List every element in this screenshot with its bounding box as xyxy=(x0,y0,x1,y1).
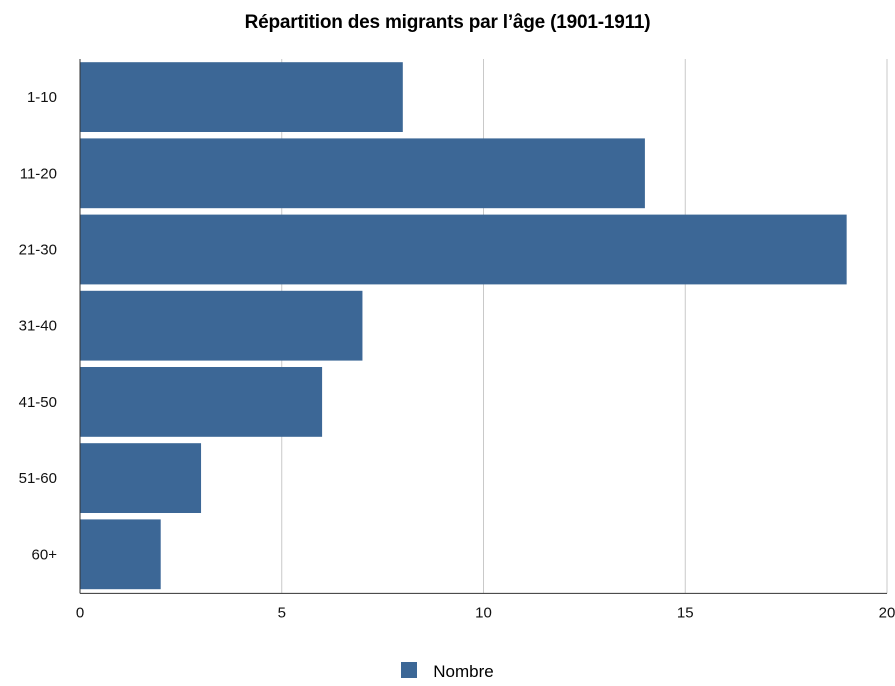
legend: Nombre xyxy=(0,662,895,682)
x-tick-label: 10 xyxy=(475,604,492,621)
y-tick-label: 41-50 xyxy=(19,394,57,411)
bar xyxy=(80,138,645,209)
x-tick-label: 5 xyxy=(278,604,286,621)
x-tick-label: 0 xyxy=(76,604,84,621)
bar xyxy=(80,367,323,437)
bar xyxy=(80,214,847,285)
y-tick-label: 60+ xyxy=(32,546,58,563)
y-tick-label: 1-10 xyxy=(27,89,57,106)
bar xyxy=(80,290,363,361)
x-tick-label: 20 xyxy=(879,604,895,621)
axes xyxy=(79,59,887,594)
chart-title: Répartition des migrants par l’âge (1901… xyxy=(244,12,651,33)
legend-label: Nombre xyxy=(433,662,494,681)
y-tick-label: 31-40 xyxy=(19,318,57,335)
tick-labels: 0 5 10 15 20 1-10 11-20 21-30 31-40 41-50 51-60 60+ xyxy=(19,89,895,621)
bar xyxy=(80,62,403,133)
bars xyxy=(80,62,847,590)
x-tick-label: 15 xyxy=(677,604,694,621)
y-tick-label: 21-30 xyxy=(19,242,57,259)
bar xyxy=(80,519,161,590)
bar xyxy=(80,443,202,513)
y-tick-label: 51-60 xyxy=(19,470,57,487)
legend-swatch xyxy=(401,662,418,678)
y-tick-label: 11-20 xyxy=(20,165,57,182)
